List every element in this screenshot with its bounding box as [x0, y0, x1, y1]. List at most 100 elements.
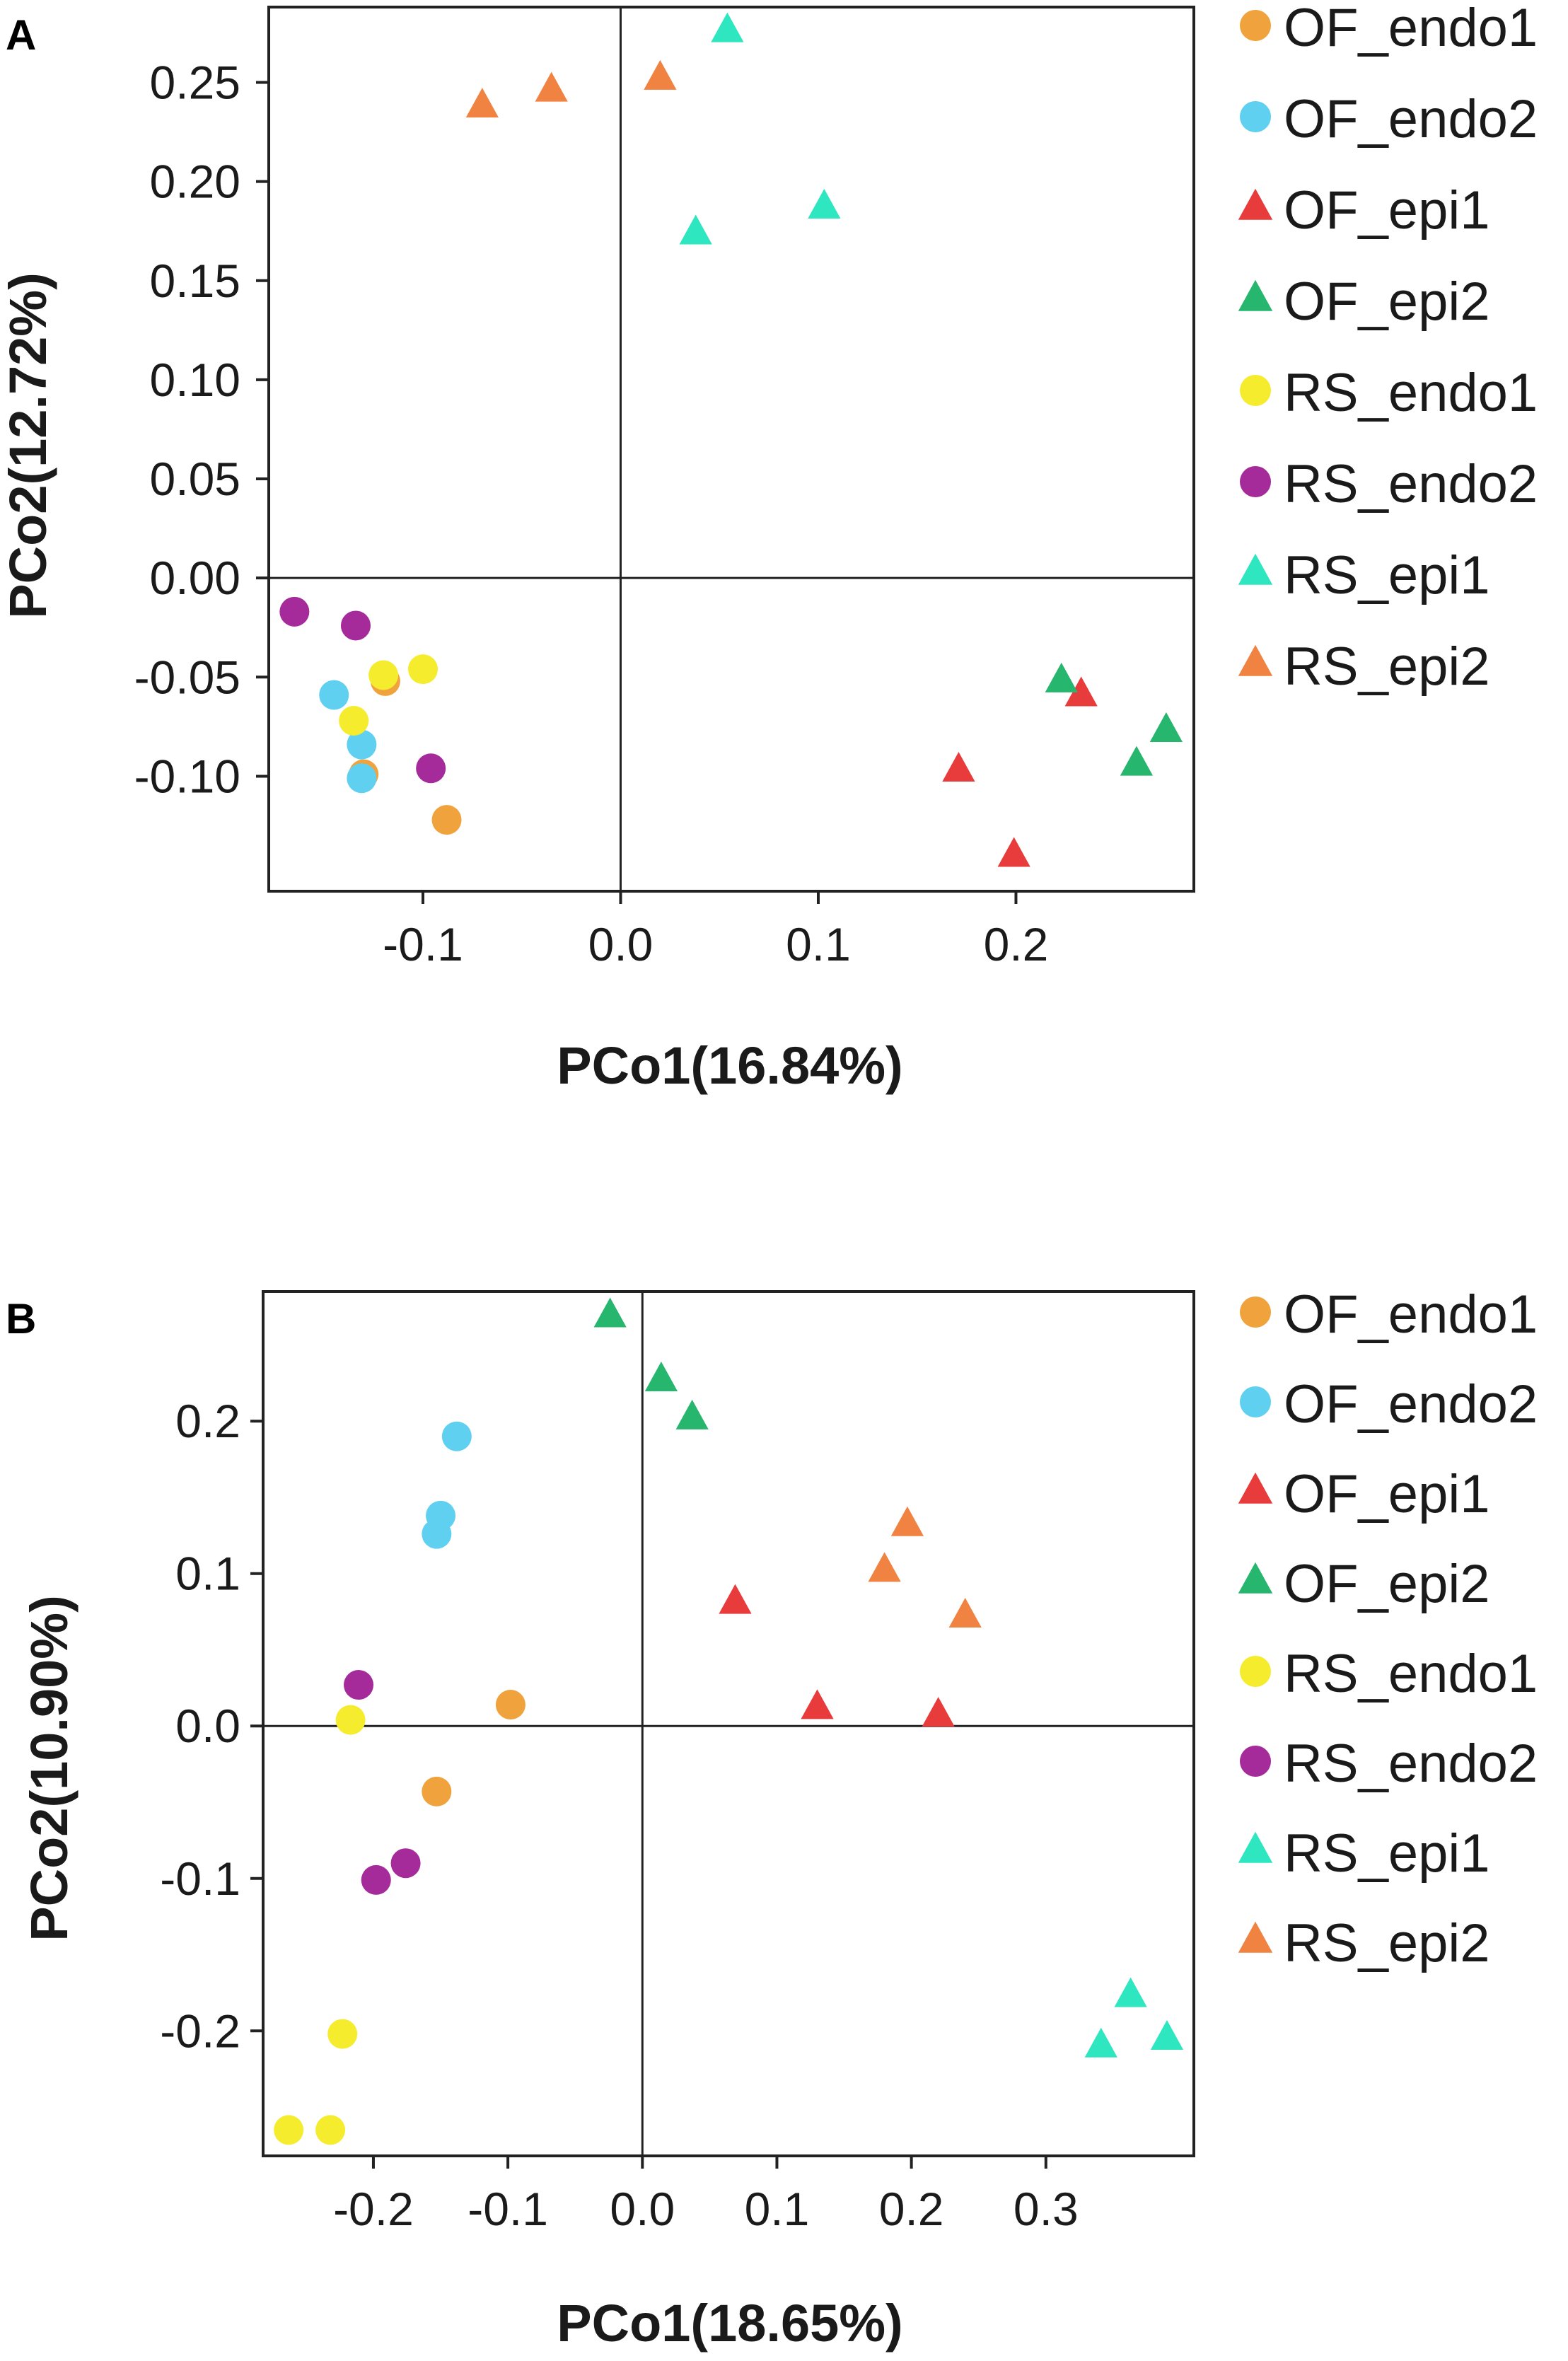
- panel-b-legend-label-of-epi2: OF_epi2: [1284, 1554, 1490, 1614]
- panel-b-legend-marker-of-endo2: [1240, 1386, 1271, 1417]
- panel-b-plot-frame: [262, 1290, 1195, 2157]
- panel-b-x-tick-label: 0.0: [610, 2183, 675, 2235]
- panel-a-point-rs-epi2: [465, 88, 499, 118]
- panel-a-legend-label-rs-epi2: RS_epi2: [1284, 637, 1490, 697]
- panel-a-legend-label-of-endo2: OF_endo2: [1284, 89, 1538, 149]
- panel-b-y-axis-title: PCo2(10.90%): [20, 1595, 79, 1941]
- panel-a-y-tick-label: 0.00: [150, 552, 240, 604]
- panel-b-point-of-endo2: [441, 1421, 472, 1451]
- panel-b-legend-label-rs-epi2: RS_epi2: [1284, 1913, 1490, 1973]
- panel-a-point-rs-endo1: [339, 705, 369, 736]
- panel-b-point-rs-endo2: [344, 1670, 374, 1700]
- panel-a-x-tick-label: 0.1: [786, 918, 851, 970]
- panel-b-point-of-epi2: [675, 1399, 709, 1429]
- panel-a-plot-frame: [267, 6, 1195, 893]
- panel-a-point-rs-epi1: [679, 214, 712, 245]
- panel-b-x-axis-title: PCo1(18.65%): [557, 2294, 902, 2353]
- panel-a-label: A: [6, 11, 36, 59]
- panel-a-legend-label-of-epi1: OF_epi1: [1284, 180, 1490, 240]
- panel-a-point-of-epi1: [1064, 676, 1098, 707]
- panel-b-legend-marker-rs-endo1: [1240, 1656, 1271, 1687]
- panel-b-point-rs-endo1: [327, 2019, 358, 2049]
- panel-a-y-tick-label: -0.05: [134, 651, 240, 703]
- panel-b-point-rs-endo1: [335, 1705, 366, 1735]
- panel-b-point-rs-epi1: [1150, 2020, 1184, 2050]
- panel-a-legend-marker-of-endo1: [1240, 10, 1271, 41]
- panel-a-point-of-epi1: [997, 837, 1030, 867]
- panel-b-legend-label-rs-endo2: RS_endo2: [1284, 1734, 1538, 1794]
- panel-b-point-rs-endo2: [361, 1864, 391, 1895]
- panel-b-x-tick-label: 0.2: [879, 2183, 944, 2235]
- panel-b-point-of-epi2: [644, 1361, 678, 1391]
- panel-b-point-rs-endo1: [315, 2115, 346, 2145]
- panel-a-legend-marker-rs-endo2: [1240, 466, 1271, 497]
- panel-b-point-of-epi1: [922, 1697, 955, 1727]
- panel-a-legend-label-rs-epi1: RS_epi1: [1284, 545, 1490, 605]
- panel-a-point-rs-epi2: [535, 71, 568, 102]
- panel-a-legend-marker-rs-epi1: [1238, 553, 1273, 585]
- panel-b-point-of-endo2: [422, 1519, 452, 1549]
- panel-b-point-rs-endo2: [390, 1848, 421, 1879]
- panel-b-legend-marker-of-epi2: [1238, 1562, 1273, 1594]
- panel-b-point-of-endo1: [495, 1690, 525, 1720]
- panel-a-point-of-epi1: [942, 751, 975, 782]
- panel-b-x-tick-label: -0.1: [468, 2183, 548, 2235]
- panel-b-point-rs-epi2: [948, 1598, 982, 1628]
- panel-a-legend-label-rs-endo2: RS_endo2: [1284, 454, 1538, 514]
- panel-b-legend: OF_endo1 OF_endo2 OF_epi1 OF_epi2 RS_endo1 RS…: [1238, 1284, 1538, 1973]
- panel-b-legend-marker-of-endo1: [1240, 1296, 1271, 1328]
- panel-b-y-tick-label: -0.1: [160, 1852, 240, 1905]
- panel-b-zero-lines: [263, 1292, 1194, 2156]
- panel-a-point-rs-endo2: [340, 610, 371, 641]
- panel-b-y-tick-label: 0.0: [175, 1700, 240, 1752]
- panel-a-legend-marker-rs-epi2: [1238, 644, 1273, 676]
- panel-a-point-of-endo2: [347, 763, 377, 794]
- panel-a-legend-label-rs-endo1: RS_endo1: [1284, 363, 1538, 423]
- panel-a-x-tick-label: 0.2: [984, 918, 1049, 970]
- panel-b-point-rs-epi1: [1114, 1977, 1147, 2007]
- panel-b-point-of-epi1: [719, 1584, 752, 1614]
- panel-a-zero-lines: [269, 7, 1194, 891]
- panel-a-point-of-epi2: [1149, 712, 1183, 742]
- panel-b-point-rs-epi2: [868, 1552, 901, 1582]
- panel-a-y-axis-title: PCo2(12.72%): [0, 272, 57, 618]
- panel-a-chart: A -0.1 0.0 0.1 0.2 0.25 0.20 0.15 0.10 0.05 0.00…: [0, 0, 1538, 1095]
- panel-b-label: B: [6, 1295, 36, 1342]
- panel-b-legend-marker-of-epi1: [1238, 1472, 1273, 1504]
- panel-a-point-of-epi2: [1120, 746, 1154, 776]
- panel-a-x-tick-label: -0.1: [383, 918, 463, 970]
- panel-a-point-of-epi2: [1045, 662, 1078, 692]
- panel-b-legend-label-of-endo2: OF_endo2: [1284, 1374, 1538, 1434]
- panel-a-y-tick-label: 0.05: [150, 453, 240, 505]
- panel-b-point-of-endo1: [422, 1776, 452, 1806]
- panel-a-point-rs-epi2: [644, 59, 677, 90]
- panel-a-point-rs-endo1: [408, 654, 438, 685]
- panel-a-point-rs-endo2: [416, 753, 446, 784]
- panel-a-point-of-endo1: [431, 805, 462, 835]
- panel-a-legend-label-of-epi2: OF_epi2: [1284, 272, 1490, 332]
- panel-b-y-tick-label: -0.2: [160, 2005, 240, 2057]
- panel-a-point-rs-endo2: [279, 596, 310, 627]
- panel-a-x-ticks: -0.1 0.0 0.1 0.2: [383, 891, 1048, 970]
- panel-b-point-rs-endo1: [274, 2115, 304, 2145]
- panel-b-x-ticks: -0.2 -0.1 0.0 0.1 0.2 0.3: [333, 2156, 1079, 2235]
- panel-a-point-rs-epi1: [711, 12, 744, 42]
- panel-b-legend-marker-rs-endo2: [1240, 1746, 1271, 1777]
- panel-b-x-tick-label: 0.3: [1014, 2183, 1079, 2235]
- panel-b-chart: B -0.2 -0.1 0.0 0.1 0.2 0.3 0.20.10.0-0.1-0.2…: [6, 1284, 1538, 2353]
- panel-b-legend-label-rs-epi1: RS_epi1: [1284, 1823, 1490, 1884]
- panel-b-legend-marker-rs-epi2: [1238, 1921, 1273, 1953]
- panel-a-legend: OF_endo1 OF_endo2 OF_epi1 OF_epi2 RS_endo1 RS…: [1238, 0, 1538, 697]
- panel-b-legend-label-of-epi1: OF_epi1: [1284, 1464, 1490, 1524]
- panel-a-point-of-endo2: [347, 729, 377, 760]
- panel-b-legend-marker-rs-epi1: [1238, 1831, 1273, 1863]
- panel-b-point-of-epi1: [801, 1689, 834, 1719]
- panel-a-y-tick-label: 0.10: [150, 354, 240, 406]
- panel-a-point-rs-endo1: [368, 660, 399, 690]
- panel-a-legend-label-of-endo1: OF_endo1: [1284, 0, 1538, 58]
- panel-b-x-tick-label: 0.1: [745, 2183, 810, 2235]
- panel-a-legend-marker-of-epi2: [1238, 279, 1273, 311]
- panel-a-point-of-endo2: [319, 680, 349, 710]
